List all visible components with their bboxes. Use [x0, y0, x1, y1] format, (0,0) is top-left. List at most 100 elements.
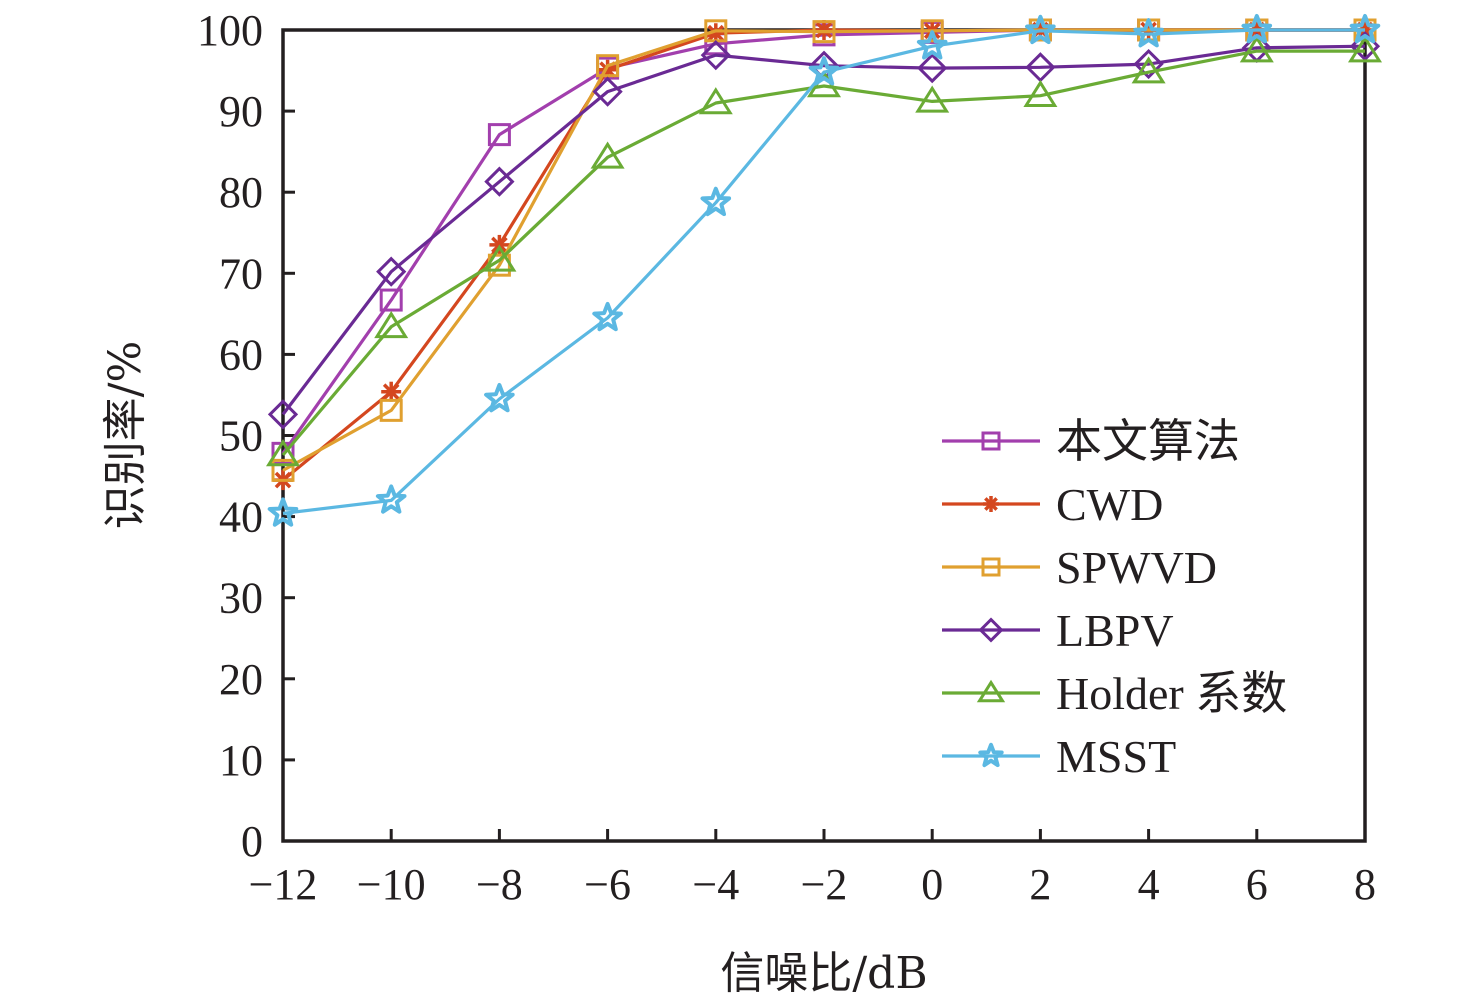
series-line	[281, 28, 1365, 455]
data-point	[592, 301, 623, 332]
triangle-marker	[915, 85, 950, 113]
square-marker	[487, 123, 511, 147]
legend-item: SPWVD	[942, 542, 1217, 593]
legend: 本文算法 CWD SPWVD LBPV Holder 系数 MSST	[942, 416, 1287, 782]
data-point	[917, 52, 948, 84]
data-point	[374, 311, 409, 339]
diamond-marker	[267, 399, 299, 430]
y-tick-label: 80	[219, 168, 263, 217]
asterisk-stroke	[984, 497, 998, 511]
x-tick-label: −6	[584, 860, 631, 909]
x-tick-label: −8	[476, 860, 523, 909]
data-point	[375, 484, 407, 514]
x-tick-label: −2	[801, 860, 848, 909]
asterisk-marker	[381, 381, 402, 402]
data-point	[698, 87, 733, 115]
legend-label: MSST	[1056, 731, 1176, 782]
legend-label: CWD	[1056, 479, 1163, 530]
x-tick-label: 2	[1029, 860, 1051, 909]
data-point	[1347, 35, 1383, 63]
series-group	[265, 14, 1383, 527]
y-tick-label: 100	[197, 6, 263, 55]
x-tick-label: −12	[249, 860, 318, 909]
data-point	[1241, 14, 1273, 44]
series-line	[282, 28, 1365, 472]
data-point	[808, 56, 840, 86]
y-tick-label: 90	[219, 87, 263, 136]
diamond-marker	[700, 40, 731, 71]
data-point	[381, 381, 402, 402]
x-tick-label: 0	[921, 860, 943, 909]
legend-item: MSST	[942, 731, 1176, 782]
data-point	[590, 141, 625, 169]
triangle-marker	[698, 87, 733, 115]
data-point	[484, 166, 515, 197]
star-marker	[808, 56, 840, 86]
asterisk-marker	[983, 496, 999, 512]
triangle-marker	[590, 141, 625, 169]
data-point	[265, 439, 301, 467]
series-line	[282, 28, 1365, 515]
star-marker	[592, 301, 623, 332]
triangle-marker	[1023, 79, 1058, 107]
diamond-marker	[917, 52, 948, 84]
x-tick-label: 4	[1138, 860, 1160, 909]
data-point	[915, 85, 950, 113]
data-point	[379, 398, 403, 422]
data-point	[1349, 14, 1381, 44]
data-point	[812, 20, 836, 44]
star-marker	[1025, 14, 1056, 45]
x-tick-label: −4	[692, 860, 739, 909]
square-marker	[920, 19, 944, 43]
square-marker	[379, 288, 403, 312]
data-point	[596, 54, 620, 78]
triangle-marker	[1131, 56, 1166, 84]
star-marker	[484, 383, 515, 413]
star-marker	[375, 484, 407, 514]
star-marker	[978, 742, 1004, 768]
y-tick-label: 20	[219, 655, 263, 704]
data-point	[1023, 79, 1058, 107]
data-point	[482, 244, 517, 272]
x-tick-label: −10	[357, 860, 426, 909]
square-marker	[271, 458, 295, 482]
x-axis: −12 −10 −8 −6 −4 −2 0 2 4 6 8	[249, 829, 1376, 909]
series-5	[267, 14, 1381, 527]
data-point	[920, 19, 944, 43]
data-point	[267, 399, 299, 430]
star-marker	[700, 186, 732, 217]
data-point	[592, 76, 623, 107]
y-tick-label: 40	[219, 493, 263, 542]
data-point	[376, 256, 407, 287]
y-axis-title: 识别率/%	[100, 341, 151, 530]
series-line	[281, 44, 1366, 416]
y-tick-label: 0	[241, 817, 263, 866]
diamond-marker	[592, 76, 623, 107]
diamond-marker	[1133, 48, 1164, 80]
data-point	[484, 383, 515, 413]
legend-item: Holder 系数	[942, 668, 1287, 719]
y-tick-label: 50	[219, 412, 263, 461]
square-marker	[812, 20, 836, 44]
diamond-marker	[376, 256, 407, 287]
square-marker	[981, 431, 1001, 451]
legend-label: Holder 系数	[1056, 668, 1287, 719]
data-point	[267, 497, 299, 527]
data-point	[1239, 35, 1274, 63]
triangle-marker	[482, 244, 517, 272]
x-tick-label: 8	[1354, 860, 1376, 909]
triangle-marker	[1239, 35, 1274, 63]
triangle-marker	[1347, 35, 1383, 63]
series-line	[281, 28, 1365, 482]
x-tick-label: 6	[1246, 860, 1268, 909]
data-point	[487, 123, 511, 147]
data-point	[916, 30, 948, 60]
y-tick-label: 10	[219, 736, 263, 785]
legend-item: 本文算法	[942, 416, 1240, 467]
legend-label: SPWVD	[1056, 542, 1217, 593]
star-marker	[916, 30, 948, 60]
star-marker	[1241, 14, 1273, 44]
y-tick-label: 70	[219, 249, 263, 298]
legend-item: CWD	[942, 479, 1163, 530]
